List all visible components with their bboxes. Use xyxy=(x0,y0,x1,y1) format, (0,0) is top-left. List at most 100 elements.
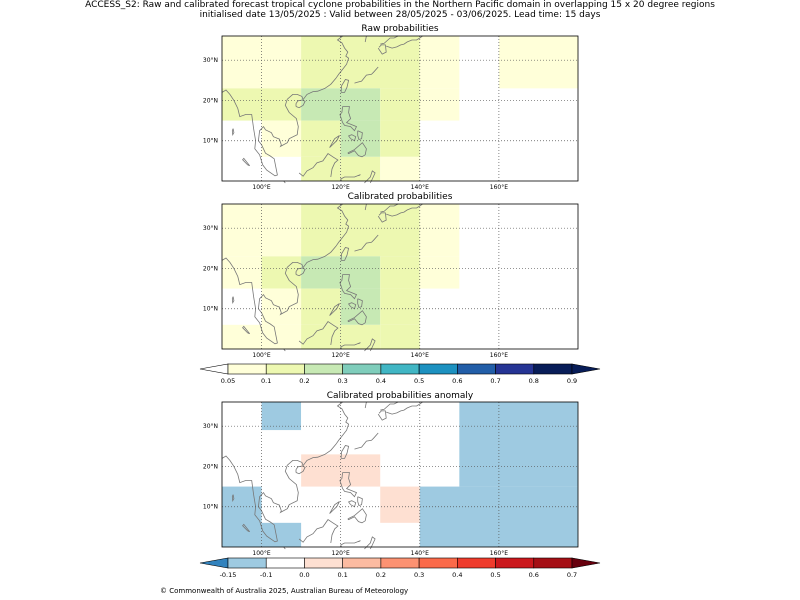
coastline-segment xyxy=(347,500,357,508)
x-tick-label: 140°E xyxy=(411,550,429,557)
region-cell xyxy=(222,36,302,89)
coastline-segment xyxy=(347,310,367,326)
figure-title-line1: ACCESS_S2: Raw and calibrated forecast t… xyxy=(85,0,715,10)
y-tick-label: 10°N xyxy=(203,504,218,511)
y-tick-label: 20°N xyxy=(203,97,218,104)
gridlines xyxy=(222,204,578,349)
colorbar-tick-label: -0.15 xyxy=(220,571,237,579)
y-tick-label: 10°N xyxy=(203,306,218,313)
coastline-segment xyxy=(380,203,399,213)
figure-title-line2: initialised date 13/05/2025 : Valid betw… xyxy=(199,10,601,20)
coastline-segment xyxy=(231,494,235,502)
coastline-segment xyxy=(231,296,235,304)
probability-cells xyxy=(222,204,460,349)
coastline-segment xyxy=(364,401,367,409)
coastline-segment xyxy=(221,401,350,543)
region-cell xyxy=(301,402,341,431)
coastline-segment xyxy=(377,212,387,223)
region-cell xyxy=(261,88,302,121)
calibrated-probabilities-map: 100°E 120°E 140°E 160°E 10°N 20°N 30°N xyxy=(203,203,579,359)
colorbar-tick-label: 0.7 xyxy=(567,571,577,579)
coastline-segment xyxy=(354,66,379,84)
region-cell xyxy=(380,120,420,157)
colorbar-tick-label: 0.0 xyxy=(299,571,309,579)
colorbar-segment xyxy=(495,557,535,569)
coastline-segment xyxy=(357,130,363,140)
y-tick-label: 30°N xyxy=(203,225,218,232)
colorbar-segment xyxy=(533,557,573,569)
region-cell xyxy=(301,156,341,181)
coastline-segment xyxy=(347,508,367,524)
coastline-segment xyxy=(339,106,358,132)
anomaly-colorbar: -0.15 -0.1 0.0 0.1 0.2 0.3 0.4 0.5 0.6 0.7 xyxy=(199,557,601,579)
colorbar-tick-label: -0.1 xyxy=(260,571,273,579)
coastline-segment xyxy=(354,234,379,252)
colorbar-segment xyxy=(342,557,382,569)
colorbar-tick-label: 0.6 xyxy=(452,377,462,385)
colorbar-tick-label: 0.9 xyxy=(567,377,577,385)
x-tick-label: 140°E xyxy=(411,184,429,191)
coastline-segment xyxy=(340,247,350,261)
coastline-segment xyxy=(298,519,339,544)
region-cell xyxy=(498,36,578,89)
colorbar-tick-label: 0.4 xyxy=(376,377,386,385)
coastline-segment xyxy=(377,44,387,55)
coastline-segment xyxy=(357,496,363,506)
copyright-text: © Commonwealth of Australia 2025, Austra… xyxy=(160,587,409,595)
x-tick-label: 100°E xyxy=(252,352,270,359)
x-tick-label: 100°E xyxy=(252,550,270,557)
coastline-segment xyxy=(329,135,340,148)
coastline-segment xyxy=(242,157,251,167)
map-frame xyxy=(221,203,579,350)
colorbar-tick-label: 0.5 xyxy=(414,377,424,385)
coastline xyxy=(221,401,423,550)
region-cell xyxy=(380,88,420,121)
region-cell xyxy=(261,402,302,431)
coastline-segment xyxy=(242,325,251,335)
region-cell xyxy=(380,324,420,349)
colorbar-segment xyxy=(418,363,458,375)
coastline-segment xyxy=(339,472,358,498)
region-cell xyxy=(301,120,341,157)
region-cell xyxy=(222,486,262,547)
colorbar-segment xyxy=(457,557,496,569)
gridlines xyxy=(222,402,578,547)
region-cell xyxy=(419,36,460,89)
colorbar-segment xyxy=(304,557,343,569)
coastline-segment xyxy=(357,298,363,308)
panel-title-calibrated: Calibrated probabilities xyxy=(347,192,453,202)
map-frame xyxy=(221,401,579,548)
coastline-segment xyxy=(329,303,340,316)
coastline-segment xyxy=(329,501,340,514)
coastline-segment xyxy=(221,35,350,177)
x-tick-label: 140°E xyxy=(411,352,429,359)
colorbar-tick-label: 0.1 xyxy=(337,571,347,579)
colorbar-segment xyxy=(304,363,343,375)
coastline-segment xyxy=(221,203,350,345)
region-cell xyxy=(419,402,460,487)
probability-cells xyxy=(222,36,578,181)
region-cell xyxy=(301,288,341,325)
region-cell xyxy=(261,486,302,523)
x-tick-label: 160°E xyxy=(490,352,508,359)
region-cell xyxy=(222,402,262,431)
coastline-segment xyxy=(340,445,350,459)
x-tick-label: 100°E xyxy=(252,184,270,191)
region-cell xyxy=(380,156,420,181)
probability-cells xyxy=(222,402,578,547)
coastline-segment xyxy=(340,174,361,182)
colorbar-segment xyxy=(380,363,420,375)
colorbar-tick-label: 0.3 xyxy=(414,571,424,579)
colorbar-segment xyxy=(265,363,305,375)
coastline-segment xyxy=(364,170,376,184)
coastline-segment xyxy=(339,274,358,300)
colorbar-segment xyxy=(495,363,535,375)
probability-colorbar: 0.05 0.1 0.2 0.3 0.4 0.5 0.6 0.7 0.8 0.9 xyxy=(199,363,601,385)
panel-title-raw: Raw probabilities xyxy=(361,24,439,34)
coastline-segment xyxy=(231,128,235,136)
gridlines xyxy=(222,36,578,181)
region-cell xyxy=(222,204,302,257)
colorbar-over-arrow xyxy=(571,363,601,375)
coastline-segment xyxy=(354,432,379,450)
coastline-segment xyxy=(340,79,350,93)
